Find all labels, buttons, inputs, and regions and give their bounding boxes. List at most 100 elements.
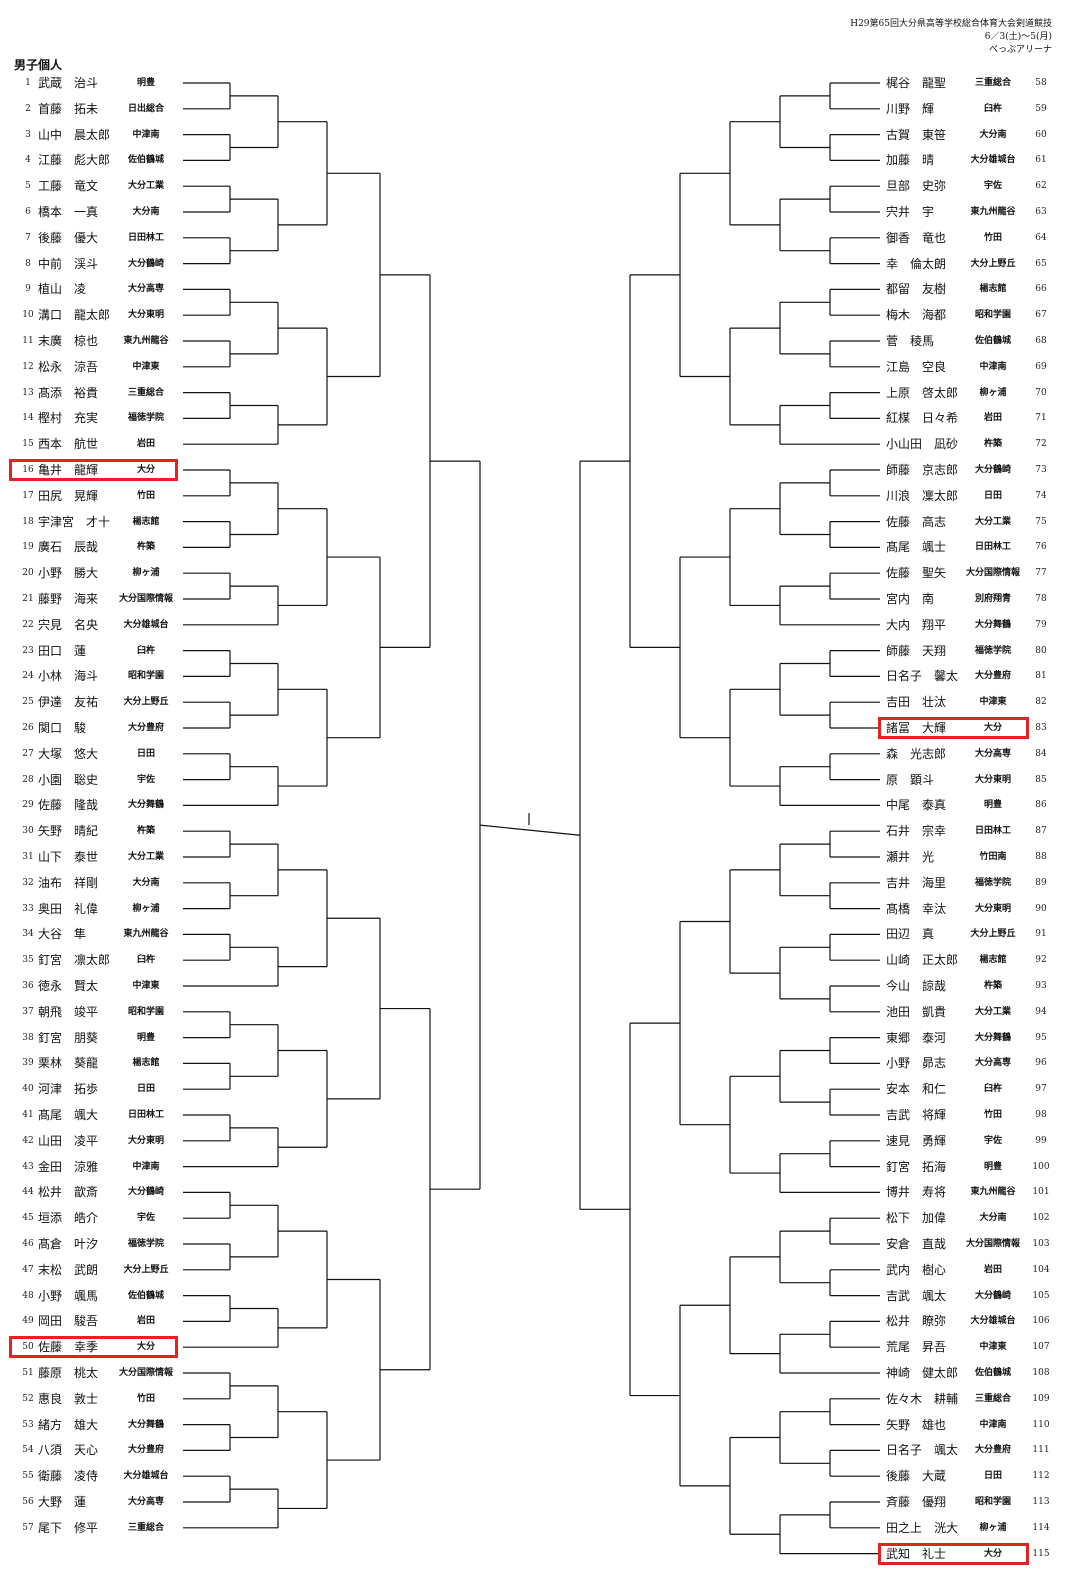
entry-name: 宍井 宇 xyxy=(886,205,935,219)
bracket-title: 男子個人 xyxy=(14,58,63,72)
entry-number: 73 xyxy=(1035,465,1047,475)
entry-number: 90 xyxy=(1035,903,1047,914)
entry-name: 末松 武朗 xyxy=(38,1262,99,1277)
entry-name: 後藤 優大 xyxy=(38,230,99,245)
entry-school: 宇佐 xyxy=(983,1135,1002,1146)
entry-school: 大分国際情報 xyxy=(965,568,1020,579)
entry-school: 東九州龍谷 xyxy=(970,1187,1016,1198)
entry-number: 16 xyxy=(22,465,34,475)
entry-school: 岩田 xyxy=(983,413,1002,424)
entry-name: 江島 空良 xyxy=(886,359,947,374)
entry-name: 小林 海斗 xyxy=(38,669,99,684)
entry-name: 樫村 充実 xyxy=(38,411,99,426)
entry-school: 日田林工 xyxy=(127,232,164,243)
entry-name: 加藤 晴 xyxy=(886,153,935,168)
entry-school: 大分豊府 xyxy=(974,1445,1011,1456)
entry-name: 小山田 凪砂 xyxy=(886,437,959,452)
entry-number: 7 xyxy=(25,232,31,243)
entry-number: 25 xyxy=(22,697,34,708)
entry-name: 東郷 泰河 xyxy=(886,1030,947,1045)
highlight-box xyxy=(878,717,1029,739)
entry-number: 96 xyxy=(1035,1058,1047,1069)
entry-name: 奥田 礼偉 xyxy=(38,901,99,916)
entry-number: 79 xyxy=(1035,619,1047,630)
entry-school: 日田林工 xyxy=(974,826,1011,837)
entry-name: 瀬井 光 xyxy=(886,850,935,864)
entry-number: 4 xyxy=(25,155,31,166)
entry-name: 大内 翔平 xyxy=(886,617,947,632)
entry-school: 大分南 xyxy=(979,1213,1007,1224)
entry-name: 西本 航世 xyxy=(38,437,99,452)
entry-school: 大分鶴崎 xyxy=(127,258,164,269)
entry-number: 88 xyxy=(1035,852,1047,862)
entry-number: 32 xyxy=(22,877,34,888)
entry-name: 惠良 敦士 xyxy=(38,1391,99,1406)
entry-number: 107 xyxy=(1032,1342,1050,1353)
entry-number: 14 xyxy=(22,413,34,424)
entry-number: 57 xyxy=(22,1522,34,1533)
entry-number: 52 xyxy=(22,1393,34,1404)
entry-name: 速見 勇輝 xyxy=(886,1133,947,1148)
entry-name: 菅 稜馬 xyxy=(886,334,935,348)
entry-name: 山田 凌平 xyxy=(38,1133,99,1148)
entry-school: 大分雄城台 xyxy=(123,1471,169,1482)
entry-number: 37 xyxy=(22,1006,34,1017)
entry-number: 59 xyxy=(1035,103,1047,114)
entry-name: 髙倉 叶汐 xyxy=(38,1237,99,1251)
entry-school: 楊志館 xyxy=(132,1058,160,1069)
entry-school: 大分鶴崎 xyxy=(974,465,1011,475)
entry-number: 100 xyxy=(1032,1161,1050,1172)
entry-school: 中津南 xyxy=(979,1419,1007,1430)
entry-name: 都留 友樹 xyxy=(886,282,947,297)
entry-school: 大分国際情報 xyxy=(118,594,173,604)
entry-school: 杵築 xyxy=(136,826,155,837)
entry-name: 矢野 晴紀 xyxy=(38,824,99,839)
entry-name: 神崎 健太郎 xyxy=(886,1366,959,1380)
entry-number: 62 xyxy=(1035,181,1047,192)
entry-school: 中津東 xyxy=(132,361,160,372)
entry-name: 宍見 名央 xyxy=(38,617,99,632)
entry-number: 64 xyxy=(1035,232,1047,243)
entry-name: 小野 颯馬 xyxy=(38,1288,99,1303)
entry-school: 中津東 xyxy=(979,697,1007,708)
entry-number: 50 xyxy=(22,1342,34,1353)
entry-school: 福徳学院 xyxy=(127,413,164,424)
entry-name: 釘宮 凛太郎 xyxy=(38,953,111,968)
entry-name: 佐藤 隆哉 xyxy=(38,798,99,813)
entry-number: 111 xyxy=(1032,1445,1050,1456)
entry-number: 65 xyxy=(1035,258,1047,269)
entry-school: 竹田南 xyxy=(979,852,1007,862)
entry-school: 大分高専 xyxy=(127,1497,164,1507)
entry-school: 大分舞鶴 xyxy=(127,800,164,811)
entry-number: 8 xyxy=(25,258,31,269)
entry-school: 大分高専 xyxy=(974,1058,1011,1069)
entry-number: 56 xyxy=(22,1497,34,1507)
entry-school: 大分東明 xyxy=(974,774,1011,785)
entry-number: 3 xyxy=(25,129,31,140)
entry-number: 81 xyxy=(1035,671,1047,682)
entry-number: 114 xyxy=(1032,1522,1050,1533)
entry-name: 江藤 彪大郎 xyxy=(38,153,111,168)
entry-school: 大分南 xyxy=(132,207,160,217)
entry-number: 31 xyxy=(22,852,34,862)
entry-name: 髙尾 颯士 xyxy=(886,540,947,555)
entry-number: 2 xyxy=(25,103,31,114)
entry-name: 植山 凌 xyxy=(38,282,87,297)
entry-number: 63 xyxy=(1035,207,1047,217)
entry-name: 田口 蓮 xyxy=(38,643,87,658)
event-dates: 6／3(土)～5(月) xyxy=(984,32,1052,42)
entry-school: 佐伯鶴城 xyxy=(127,1290,164,1301)
entry-number: 80 xyxy=(1035,645,1047,656)
entry-name: 衛藤 凌侍 xyxy=(38,1469,99,1484)
entry-name: 吉武 将輝 xyxy=(886,1108,947,1122)
entry-name: 徳永 賢太 xyxy=(38,979,99,993)
entry-school: 日田 xyxy=(983,1471,1002,1482)
entry-school: 臼杵 xyxy=(136,955,155,966)
entry-number: 23 xyxy=(22,645,34,656)
entry-school: 大分工業 xyxy=(974,516,1011,527)
entry-school: 福徳学院 xyxy=(974,645,1011,656)
entry-number: 70 xyxy=(1035,387,1047,398)
entry-number: 10 xyxy=(22,310,34,321)
entry-school: 杵築 xyxy=(983,981,1002,991)
entry-school: 日田 xyxy=(136,748,155,759)
